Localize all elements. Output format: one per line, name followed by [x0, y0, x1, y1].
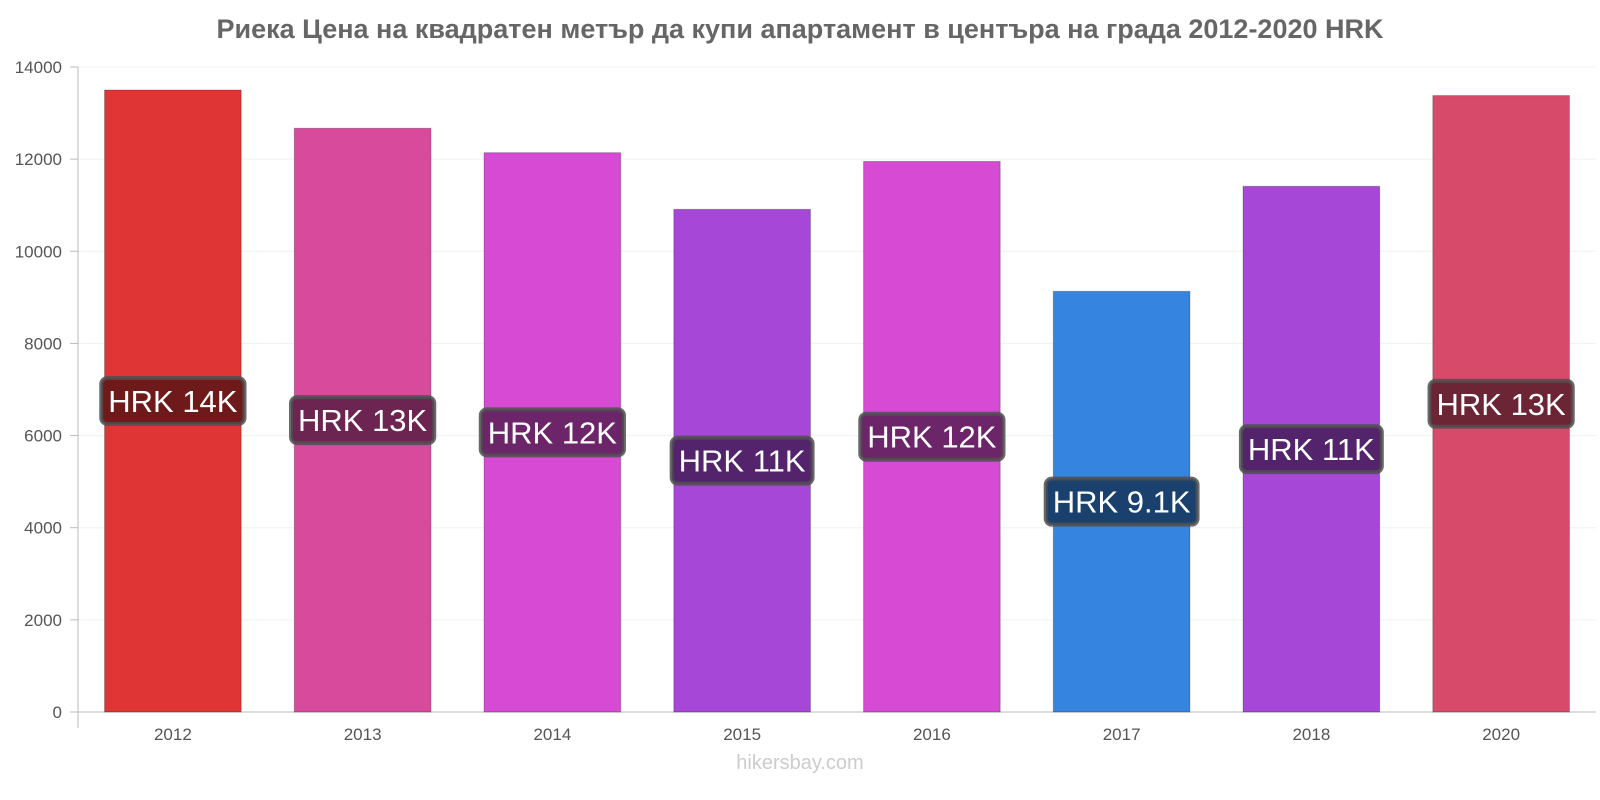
- data-label-text: HRK 12K: [488, 415, 618, 450]
- data-label-2017: HRK 9.1K: [1043, 476, 1200, 527]
- x-tick-label: 2013: [344, 725, 382, 744]
- y-tick-label: 0: [53, 703, 62, 722]
- data-label-text: HRK 14K: [108, 384, 238, 419]
- chart-title: Риека Цена на квадратен метър да купи ап…: [216, 14, 1384, 44]
- x-tick-label: 2017: [1103, 725, 1141, 744]
- data-label-bg: [478, 407, 626, 458]
- y-tick-label: 2000: [24, 611, 62, 630]
- watermark: hikersbay.com: [736, 752, 864, 774]
- data-label-text: HRK 12K: [867, 420, 997, 455]
- y-tick-label: 14000: [15, 58, 62, 77]
- data-label-text: HRK 13K: [1437, 387, 1567, 422]
- data-label-2020: HRK 13K: [1427, 378, 1575, 429]
- data-label-2014: HRK 12K: [478, 407, 626, 458]
- data-label-bg: [858, 411, 1006, 462]
- x-tick-label: 2014: [533, 725, 571, 744]
- x-tick-label: 2020: [1482, 725, 1520, 744]
- data-label-bg: [1238, 424, 1384, 475]
- data-label-2015: HRK 11K: [669, 435, 815, 486]
- data-label-bg: [289, 395, 437, 446]
- y-tick-label: 8000: [24, 334, 62, 353]
- data-labels: HRK 14K HRK 13K HRK 12K HRK 11K HRK 12K HRK 9…: [99, 376, 1575, 527]
- y-tick-label: 10000: [15, 242, 62, 261]
- data-label-bg: [1427, 378, 1575, 429]
- y-tick-label: 12000: [15, 150, 62, 169]
- data-label-text: HRK 11K: [1248, 432, 1375, 467]
- data-label-bg: [99, 376, 247, 427]
- data-label-text: HRK 9.1K: [1053, 485, 1191, 520]
- data-label-text: HRK 13K: [298, 403, 428, 438]
- x-tick-label: 2012: [154, 725, 192, 744]
- x-tick-label: 2015: [723, 725, 761, 744]
- data-label-2013: HRK 13K: [289, 395, 437, 446]
- data-label-2016: HRK 12K: [858, 411, 1006, 462]
- x-tick-label: 2018: [1292, 725, 1330, 744]
- data-label-2018: HRK 11K: [1238, 424, 1384, 475]
- data-label-2012: HRK 14K: [99, 376, 247, 427]
- data-label-bg: [1043, 476, 1200, 527]
- x-tick-label: 2016: [913, 725, 951, 744]
- y-tick-label: 6000: [24, 427, 62, 446]
- data-label-bg: [669, 435, 815, 486]
- data-label-text: HRK 11K: [679, 444, 806, 479]
- axes: 0 2000 4000 6000 8000 10000 12000 14000 2012 2013…: [15, 58, 1596, 744]
- y-tick-label: 4000: [24, 519, 62, 538]
